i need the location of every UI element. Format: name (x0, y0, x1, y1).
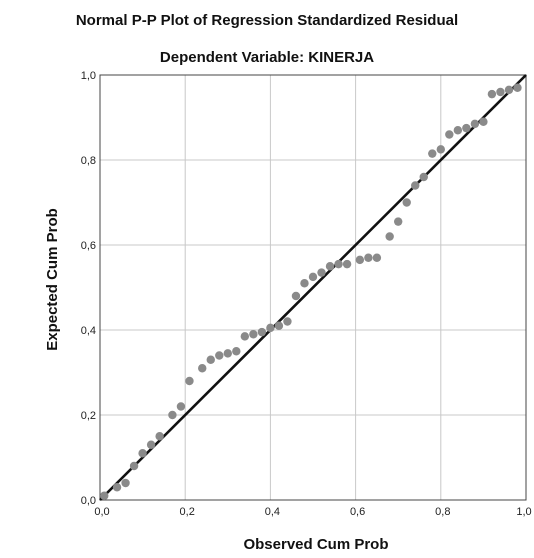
y-tick-label: 0,8 (81, 155, 96, 167)
data-point (198, 364, 207, 373)
tick-labels: 0,00,0 0,2 0,2 0,4 0,4 0,6 0,6 0,8 0,8 1,0 1,0 (81, 70, 532, 518)
data-point (470, 119, 480, 129)
data-point (138, 449, 147, 458)
data-point (266, 323, 275, 333)
x-tick-label: 0,6 (350, 506, 365, 518)
data-point (112, 483, 122, 492)
data-point (168, 410, 177, 420)
data-point (129, 461, 139, 471)
data-point (394, 217, 403, 226)
data-point (291, 291, 301, 301)
x-tick-label: 0,0 (94, 506, 109, 518)
data-point (121, 478, 130, 488)
reference-line (99, 74, 527, 501)
data-point (436, 145, 445, 154)
plot-frame (99, 74, 527, 501)
data-point (372, 253, 382, 262)
data-point (308, 272, 318, 282)
data-point (257, 327, 267, 337)
data-point (504, 85, 514, 95)
data-point (445, 130, 454, 139)
y-tick-label: 0,2 (81, 410, 96, 422)
data-point (355, 255, 365, 265)
data-point (155, 432, 164, 441)
x-tick-label: 0,8 (435, 506, 450, 518)
data-point (283, 317, 292, 326)
data-point (411, 181, 420, 190)
data-points (100, 83, 522, 500)
data-point (462, 123, 471, 133)
x-tick-label: 0,4 (265, 506, 280, 518)
data-point (249, 330, 258, 339)
y-tick-label: 0,0 (81, 495, 96, 507)
data-point (223, 349, 232, 358)
chart-title: Normal P-P Plot of Regression Standardiz… (75, 12, 459, 29)
data-point (176, 402, 186, 411)
chart-subtitle: Dependent Variable: KINERJA (159, 49, 375, 66)
data-point (100, 491, 109, 500)
data-point (317, 268, 326, 277)
data-point (402, 198, 411, 207)
data-point (325, 262, 335, 271)
x-axis-label: Observed Cum Prob (243, 536, 388, 553)
y-tick-label: 0,6 (81, 240, 96, 252)
x-tick-label: 1,0 (516, 506, 531, 518)
data-point (334, 259, 343, 269)
y-tick-label: 0,4 (81, 325, 96, 337)
data-point (274, 321, 284, 330)
data-point (206, 355, 215, 364)
data-point (428, 149, 437, 158)
data-point (419, 172, 428, 182)
y-tick-label: 1,0 (81, 70, 96, 82)
data-point (364, 253, 373, 262)
data-point (453, 126, 463, 135)
data-point (232, 347, 241, 356)
data-point (385, 232, 394, 241)
data-point (300, 279, 309, 288)
data-point (479, 117, 488, 126)
data-point (146, 440, 156, 449)
data-point (240, 332, 250, 341)
data-point (487, 89, 497, 99)
data-point (342, 259, 352, 269)
x-tick-label: 0,2 (180, 506, 195, 518)
y-axis-label: Expected Cum Prob (44, 208, 61, 351)
data-point (496, 87, 505, 97)
data-point (513, 83, 522, 92)
data-point (185, 376, 194, 386)
data-point (215, 351, 224, 360)
